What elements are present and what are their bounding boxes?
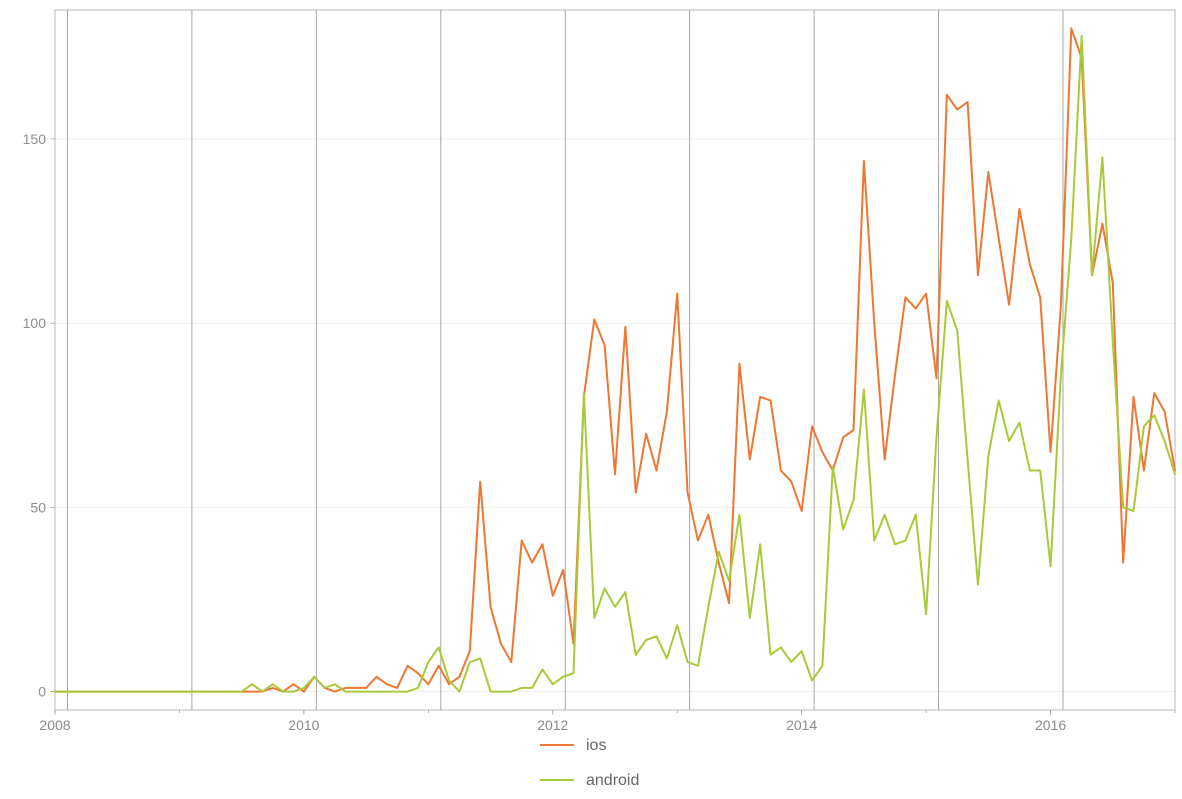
x-tick-label: 2016 [1035,717,1066,733]
legend: ios android [540,737,639,789]
y-axis-ticks: 0 50 100 150 [23,131,55,700]
chart-container: 2008 2010 2012 2014 2016 0 50 100 150 ios androi… [0,0,1182,799]
y-tick-label: 50 [30,499,46,515]
legend-label-ios: ios [586,737,606,754]
x-tick-label: 2010 [288,717,319,733]
x-axis-ticks: 2008 2010 2012 2014 2016 [39,710,1175,733]
y-tick-label: 100 [23,315,47,331]
series-line-ios [55,28,1175,691]
horizontal-gridlines [55,139,1175,692]
legend-label-android: android [586,772,639,789]
y-tick-label: 0 [38,684,46,700]
series-line-android [55,36,1175,692]
x-tick-label: 2012 [537,717,568,733]
vertical-gridlines [67,10,1182,710]
x-tick-label: 2008 [39,717,70,733]
series-lines [55,28,1175,691]
line-chart: 2008 2010 2012 2014 2016 0 50 100 150 ios androi… [0,0,1182,799]
y-tick-label: 150 [23,131,47,147]
x-tick-label: 2014 [786,717,817,733]
